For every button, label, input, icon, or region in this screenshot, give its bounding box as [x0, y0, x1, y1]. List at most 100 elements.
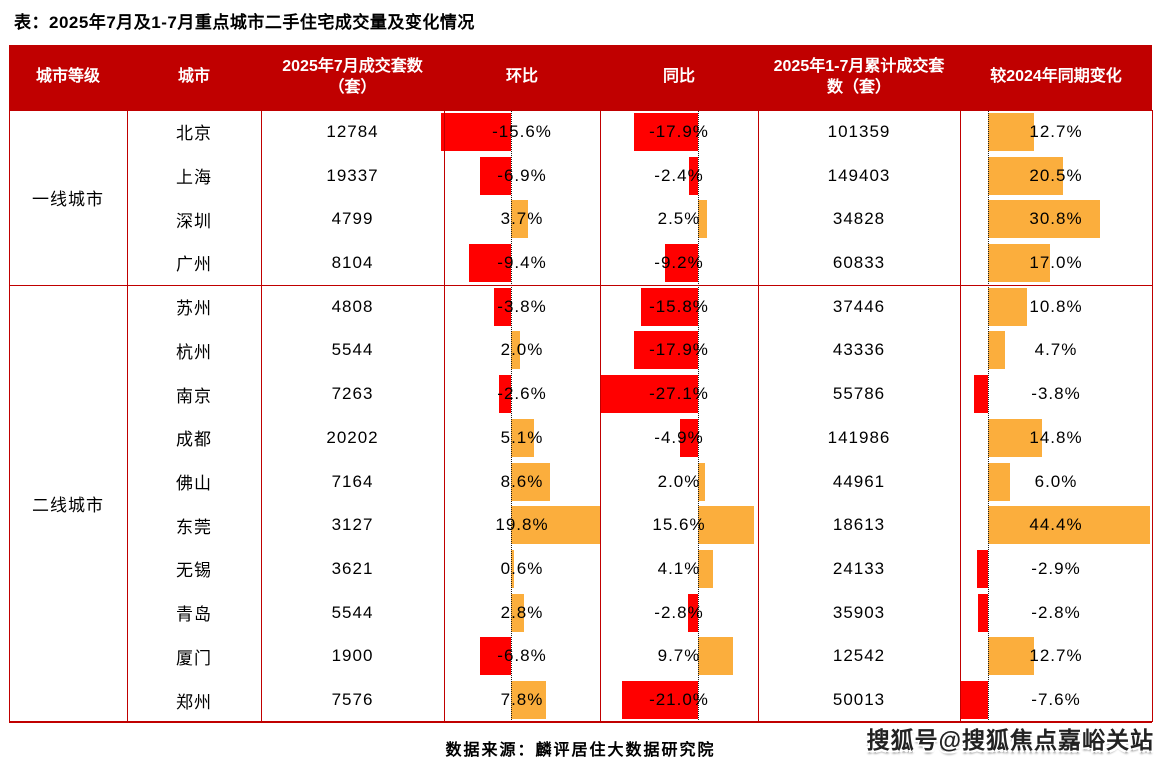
grid-vertical-line	[444, 110, 445, 722]
grid-vertical-line	[1152, 110, 1153, 722]
vs2024-value-label: 30.8%	[1029, 209, 1083, 229]
jul-units-cell: 5544	[331, 602, 374, 622]
city-name-cell: 上海	[176, 168, 212, 188]
cum-units-cell: 34828	[832, 209, 886, 229]
mom-value-label: 5.1%	[500, 427, 544, 447]
jul-units-cell: 20202	[326, 427, 379, 447]
jul-units-cell: 8104	[331, 252, 374, 272]
cum-units-cell: 44961	[832, 471, 886, 491]
yoy-bar	[698, 637, 733, 676]
city-name-cell: 无锡	[176, 561, 212, 581]
city-name-cell: 杭州	[176, 342, 212, 362]
city-name-cell: 北京	[176, 124, 212, 144]
city-name-cell: 佛山	[176, 474, 212, 494]
city-name-cell: 厦门	[176, 648, 212, 668]
city-name-cell: 郑州	[176, 692, 212, 712]
mom-value-label: 2.8%	[500, 602, 544, 622]
yoy-value-label: -21.0%	[649, 690, 709, 710]
jul-units-cell: 7263	[331, 384, 374, 404]
city-name-cell: 深圳	[176, 211, 212, 231]
mom-bar	[493, 287, 511, 326]
city-name-cell: 东莞	[176, 517, 212, 537]
yoy-bar	[687, 593, 698, 632]
vs2024-value-label: 44.4%	[1029, 515, 1083, 535]
yoy-value-label: -2.8%	[654, 602, 704, 622]
vs2024-bar	[988, 462, 1010, 501]
tier-label-1: 一线城市	[32, 189, 104, 209]
yoy-value-label: 2.0%	[657, 471, 701, 491]
yoy-value-label: -15.8%	[649, 296, 709, 316]
mom-value-label: -6.9%	[497, 165, 547, 185]
vs2024-value-label: 4.7%	[1034, 340, 1078, 360]
vs2024-value-label: -3.8%	[1031, 384, 1081, 404]
yoy-bar	[698, 506, 755, 545]
grid-vertical-line	[600, 110, 601, 722]
mom-bar	[511, 418, 534, 457]
yoy-bar	[622, 681, 698, 720]
vs2024-bar	[974, 375, 988, 414]
cum-units-cell: 149403	[827, 165, 891, 185]
city-name-cell: 青岛	[176, 605, 212, 625]
vs2024-bar	[988, 506, 1151, 545]
grid-vertical-line	[960, 110, 961, 722]
column-header-5: 同比	[662, 68, 695, 86]
vs2024-bar	[988, 287, 1028, 326]
cum-units-cell: 101359	[827, 121, 891, 141]
yoy-bar	[633, 112, 698, 151]
cum-units-cell: 55786	[832, 384, 886, 404]
header-bottom-line	[9, 110, 1152, 111]
vs2024-bar	[988, 156, 1063, 195]
city-name-cell: 南京	[176, 386, 212, 406]
yoy-bar	[641, 287, 698, 326]
mom-value-label: 0.6%	[500, 558, 544, 578]
housing-data-table: 城市等级 城市 2025年7月成交套数（套） 环比 同比 2025年1-7月累计成交套数（…	[9, 45, 1153, 724]
jul-units-cell: 4808	[331, 296, 374, 316]
vs2024-value-label: 14.8%	[1029, 427, 1083, 447]
mom-bar	[511, 462, 550, 501]
mom-bar	[440, 112, 511, 151]
cum-units-cell: 50013	[832, 690, 886, 710]
vs2024-bar	[960, 681, 988, 720]
city-name-cell: 广州	[176, 255, 212, 275]
yoy-value-label: -4.9%	[654, 427, 704, 447]
table-header-row: 城市等级 城市 2025年7月成交套数（套） 环比 同比 2025年1-7月累计成交套数（…	[9, 45, 1152, 110]
mom-bar	[480, 637, 511, 676]
mom-value-label: 8.6%	[500, 471, 544, 491]
cum-units-cell: 60833	[832, 252, 886, 272]
mom-bar	[511, 331, 520, 370]
vs2024-value-label: -7.6%	[1031, 690, 1081, 710]
mom-value-label: -9.4%	[497, 252, 547, 272]
yoy-value-label: -27.1%	[649, 384, 709, 404]
page-title: 表：2025年7月及1-7月重点城市二手住宅成交量及变化情况	[14, 13, 475, 32]
mom-value-label: -2.6%	[497, 384, 547, 404]
yoy-value-label: -9.2%	[654, 252, 704, 272]
cum-units-cell: 24133	[832, 558, 886, 578]
mom-value-label: 3.7%	[500, 209, 544, 229]
jul-units-cell: 3127	[331, 515, 374, 535]
grid-vertical-line	[127, 110, 128, 722]
jul-units-cell: 7576	[331, 690, 374, 710]
yoy-value-label: 2.5%	[657, 209, 701, 229]
column-header-3: 2025年7月成交套数（套）	[282, 57, 423, 96]
yoy-value-label: 9.7%	[657, 646, 701, 666]
grid-vertical-line	[758, 110, 759, 722]
mom-bar	[511, 681, 547, 720]
cum-units-cell: 37446	[832, 296, 886, 316]
mom-bar	[511, 593, 524, 632]
vs2024-value-label: -2.8%	[1031, 602, 1081, 622]
yoy-bar	[689, 156, 698, 195]
yoy-bar	[698, 462, 706, 501]
mom-bar	[511, 506, 601, 545]
yoy-bar	[664, 244, 698, 282]
vs2024-bar	[988, 112, 1035, 151]
column-header-2: 城市	[177, 68, 210, 86]
yoy-value-label: -17.9%	[649, 121, 709, 141]
jul-units-cell: 7164	[331, 471, 374, 491]
vs2024-value-label: 17.0%	[1029, 252, 1083, 272]
cum-units-cell: 35903	[832, 602, 886, 622]
vs2024-bar	[988, 637, 1035, 676]
mom-bar	[511, 200, 528, 239]
cum-units-cell: 18613	[832, 515, 886, 535]
mom-bar	[468, 244, 511, 282]
vs2024-value-label: -2.9%	[1031, 558, 1081, 578]
